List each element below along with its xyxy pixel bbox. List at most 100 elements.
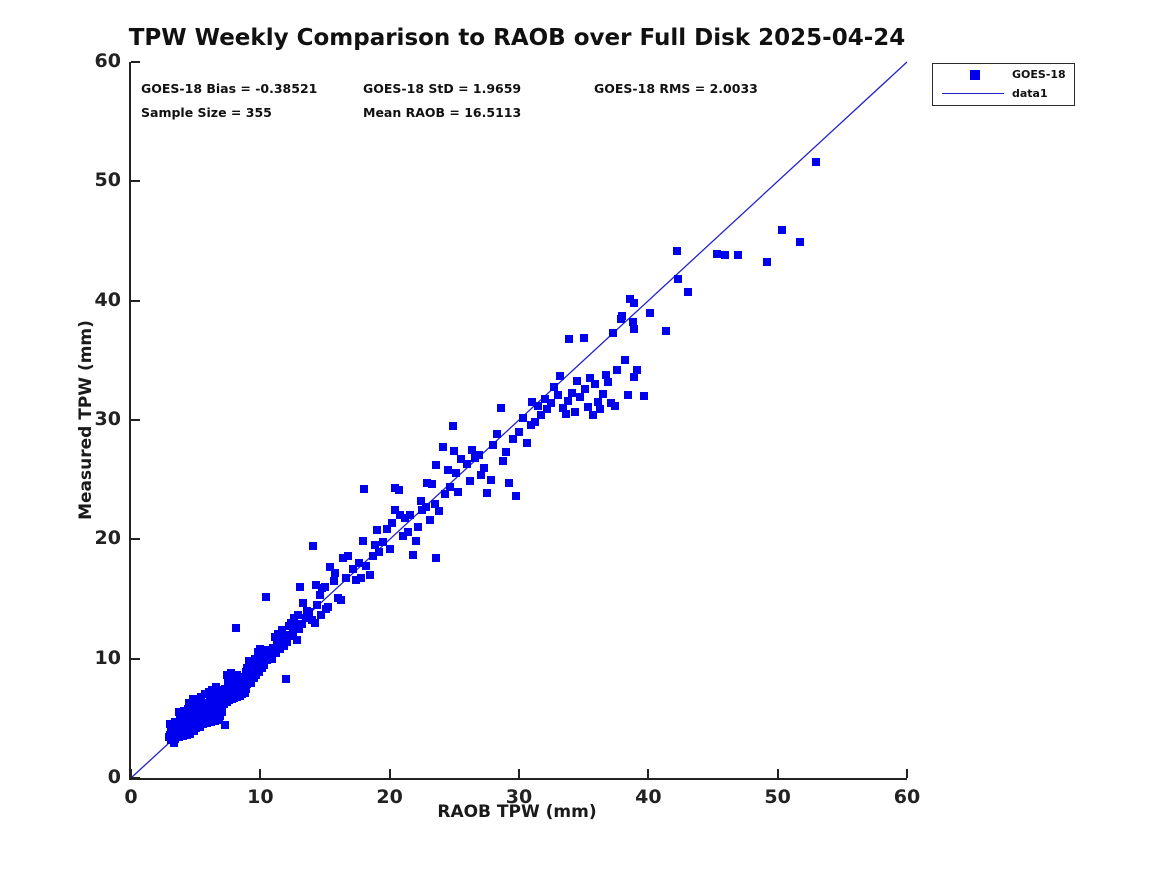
scatter-point [341, 573, 350, 582]
scatter-point [423, 479, 432, 488]
scatter-point [390, 505, 399, 514]
x-axis-label: RAOB TPW (mm) [437, 802, 597, 822]
scatter-point [518, 413, 527, 422]
scatter-point [293, 610, 302, 619]
x-tick-label: 10 [247, 786, 274, 808]
scatter-point [672, 246, 681, 255]
scatter-point [256, 645, 265, 654]
scatter-point [372, 525, 381, 534]
scatter-point [446, 482, 455, 491]
scatter-point [482, 488, 491, 497]
scatter-point [416, 497, 425, 506]
scatter-point [432, 554, 441, 563]
scatter-point [536, 411, 545, 420]
legend-label: data1 [1012, 87, 1048, 100]
scatter-point [368, 552, 377, 561]
x-tick-label: 30 [505, 786, 533, 808]
scatter-point [357, 573, 366, 582]
scatter-point [331, 568, 340, 577]
scatter-point [632, 365, 641, 374]
scatter-point [575, 393, 584, 402]
stat-sample-size: Sample Size = 355 [141, 105, 272, 120]
scatter-point [640, 392, 649, 401]
scatter-point [396, 511, 404, 520]
scatter-point [313, 600, 322, 609]
scatter-point [315, 591, 324, 600]
scatter-point [477, 470, 486, 479]
y-tick-label: 30 [94, 408, 121, 430]
scatter-point [556, 371, 565, 380]
scatter-point [262, 655, 271, 664]
scatter-point [432, 461, 441, 470]
scatter-point [530, 418, 539, 427]
scatter-point [580, 384, 589, 393]
y-tick [131, 657, 140, 660]
scatter-point [359, 485, 368, 494]
scatter-point [388, 518, 397, 527]
scatter-point [568, 388, 577, 397]
scatter-point [398, 531, 407, 540]
scatter-point [317, 610, 326, 619]
scatter-point [565, 334, 574, 343]
y-tick [131, 419, 140, 421]
scatter-point [189, 695, 198, 704]
scatter-point [599, 389, 608, 398]
scatter-point [301, 614, 310, 623]
scatter-point [267, 654, 276, 663]
scatter-point [522, 438, 531, 447]
scatter-point [586, 374, 595, 383]
scatter-point [425, 516, 434, 525]
scatter-point [450, 447, 459, 456]
scatter-point [358, 536, 367, 545]
scatter-point [486, 475, 495, 484]
scatter-point [261, 592, 270, 601]
legend-entry-goes18: GOES-18 [933, 65, 1074, 85]
x-tick-label: 20 [376, 786, 403, 808]
scatter-point [534, 401, 543, 410]
y-tick [131, 61, 140, 63]
scatter-point [465, 476, 474, 485]
scatter-point [549, 382, 558, 391]
scatter-point [438, 443, 447, 452]
scatter-point [733, 251, 742, 260]
scatter-point [385, 544, 394, 553]
y-tick-label: 50 [94, 169, 121, 192]
scatter-point [812, 158, 821, 167]
scatter-point [226, 668, 235, 677]
stat-std: GOES-18 StD = 1.9659 [363, 81, 522, 96]
scatter-point [336, 596, 345, 605]
y-tick-label: 40 [94, 288, 121, 311]
scatter-point [383, 524, 392, 533]
scatter-point [183, 704, 192, 713]
scatter-point [260, 660, 269, 669]
scatter-point [221, 721, 230, 730]
scatter-point [454, 487, 463, 496]
scatter-point [645, 308, 654, 317]
scatter-point [558, 404, 567, 413]
scatter-point [441, 489, 450, 498]
legend-entry-data1: data1 [933, 84, 1074, 104]
scatter-point [662, 326, 671, 335]
scatter-point [310, 618, 319, 627]
scatter-point [352, 575, 361, 584]
legend-marker-square-icon [970, 70, 980, 80]
scatter-point [512, 492, 521, 501]
scatter-point [684, 288, 693, 297]
scatter-point [354, 559, 363, 568]
stat-rms: GOES-18 RMS = 2.0033 [594, 81, 758, 96]
scatter-point [720, 251, 729, 260]
scatter-point [610, 401, 619, 410]
scatter-point [630, 373, 639, 382]
scatter-point [630, 299, 639, 308]
scatter-point [583, 402, 592, 411]
x-tick [388, 769, 391, 778]
scatter-point [217, 708, 226, 717]
scatter-point [570, 407, 579, 416]
scatter-point [430, 499, 439, 508]
scatter-point [468, 445, 477, 454]
scatter-point [573, 376, 582, 385]
stat-bias: GOES-18 Bias = -0.38521 [141, 81, 318, 96]
scatter-point [588, 411, 597, 420]
scatter-point [323, 603, 332, 612]
